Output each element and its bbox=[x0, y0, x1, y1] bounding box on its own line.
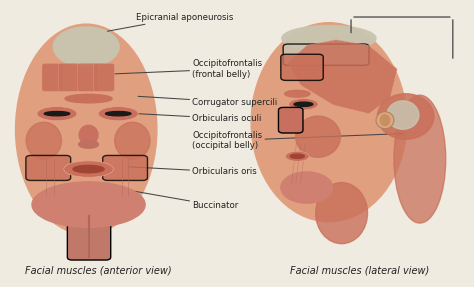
FancyBboxPatch shape bbox=[26, 156, 71, 181]
FancyBboxPatch shape bbox=[103, 156, 147, 181]
Ellipse shape bbox=[380, 115, 390, 126]
Polygon shape bbox=[288, 40, 397, 114]
Ellipse shape bbox=[26, 122, 62, 159]
Text: Orbicularis oris: Orbicularis oris bbox=[128, 167, 257, 177]
Ellipse shape bbox=[37, 106, 77, 121]
FancyBboxPatch shape bbox=[281, 54, 323, 80]
Ellipse shape bbox=[64, 161, 113, 177]
Ellipse shape bbox=[73, 165, 104, 173]
Ellipse shape bbox=[290, 154, 304, 158]
FancyBboxPatch shape bbox=[283, 44, 369, 65]
Ellipse shape bbox=[98, 106, 138, 121]
Ellipse shape bbox=[44, 112, 70, 116]
Ellipse shape bbox=[79, 125, 98, 145]
FancyBboxPatch shape bbox=[58, 63, 79, 92]
Text: Occipitofrontalis
(frontal belly): Occipitofrontalis (frontal belly) bbox=[115, 59, 262, 79]
FancyBboxPatch shape bbox=[42, 63, 63, 92]
Text: Orbicularis oculi: Orbicularis oculi bbox=[126, 113, 262, 123]
Ellipse shape bbox=[251, 23, 407, 222]
Ellipse shape bbox=[316, 183, 367, 244]
Ellipse shape bbox=[296, 116, 340, 157]
Text: Facial muscles (lateral view): Facial muscles (lateral view) bbox=[290, 266, 429, 276]
Ellipse shape bbox=[376, 112, 394, 129]
Text: Buccinator: Buccinator bbox=[96, 185, 238, 210]
Ellipse shape bbox=[294, 102, 313, 106]
Ellipse shape bbox=[281, 172, 333, 203]
Ellipse shape bbox=[79, 141, 99, 148]
Ellipse shape bbox=[32, 182, 145, 227]
Ellipse shape bbox=[115, 122, 150, 159]
Text: Epicranial aponeurosis: Epicranial aponeurosis bbox=[108, 13, 233, 31]
Ellipse shape bbox=[65, 94, 112, 103]
Ellipse shape bbox=[53, 27, 119, 67]
FancyBboxPatch shape bbox=[278, 107, 303, 133]
Text: Corrugator supercili: Corrugator supercili bbox=[138, 96, 277, 107]
Ellipse shape bbox=[394, 95, 446, 223]
Text: Occipitofrontalis
(occipital belly): Occipitofrontalis (occipital belly) bbox=[192, 131, 403, 150]
Ellipse shape bbox=[106, 112, 131, 116]
FancyBboxPatch shape bbox=[67, 203, 111, 260]
Ellipse shape bbox=[16, 24, 157, 234]
Ellipse shape bbox=[284, 90, 310, 97]
Ellipse shape bbox=[285, 151, 309, 161]
Ellipse shape bbox=[289, 99, 318, 110]
FancyBboxPatch shape bbox=[77, 63, 98, 92]
Ellipse shape bbox=[282, 26, 376, 51]
Ellipse shape bbox=[377, 94, 434, 139]
Ellipse shape bbox=[387, 101, 419, 129]
Text: Facial muscles (anterior view): Facial muscles (anterior view) bbox=[25, 266, 171, 276]
FancyBboxPatch shape bbox=[94, 63, 115, 92]
